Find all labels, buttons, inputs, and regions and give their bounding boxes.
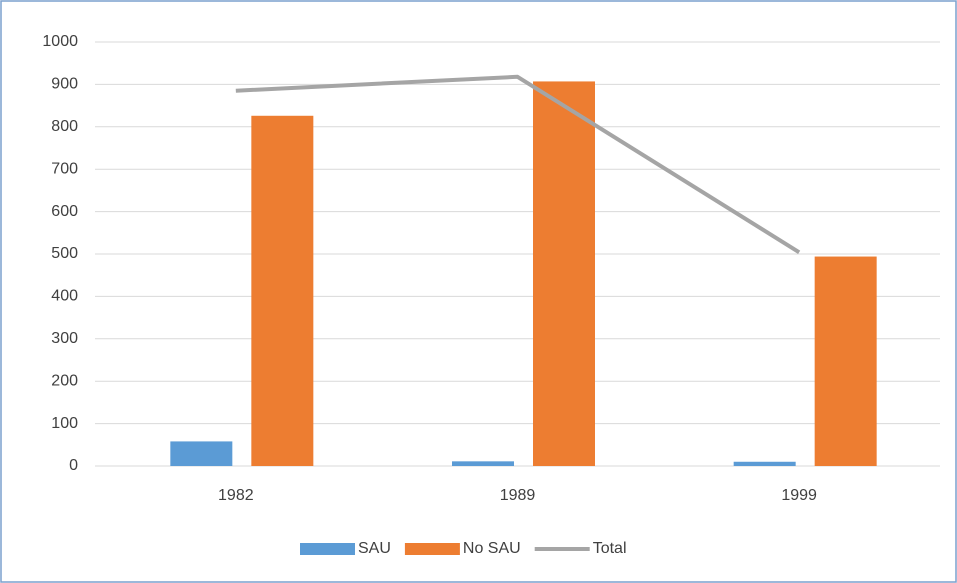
x-tick-label: 1999	[781, 487, 817, 504]
x-tick-label: 1982	[218, 487, 254, 504]
legend-swatch	[300, 543, 355, 555]
x-tick-label: 1989	[500, 487, 536, 504]
bar	[170, 441, 233, 466]
legend-label: SAU	[358, 540, 391, 557]
y-tick-label: 800	[51, 118, 78, 135]
bar	[733, 461, 796, 466]
legend-label: Total	[593, 540, 627, 557]
bar	[533, 81, 595, 466]
y-tick-label: 300	[51, 330, 78, 347]
y-tick-label: 500	[51, 245, 78, 262]
y-tick-label: 100	[51, 415, 78, 432]
y-tick-label: 600	[51, 203, 78, 220]
y-tick-label: 700	[51, 160, 78, 177]
y-tick-label: 1000	[42, 33, 78, 50]
y-tick-label: 900	[51, 76, 78, 93]
y-tick-label: 0	[69, 457, 78, 474]
line-series	[235, 74, 801, 255]
y-tick-label: 200	[51, 372, 78, 389]
bar	[452, 461, 514, 466]
bar	[251, 115, 314, 466]
y-tick-label: 400	[51, 288, 78, 305]
legend-swatch	[404, 543, 460, 555]
bar	[814, 256, 877, 466]
legend-label: No SAU	[463, 540, 521, 557]
